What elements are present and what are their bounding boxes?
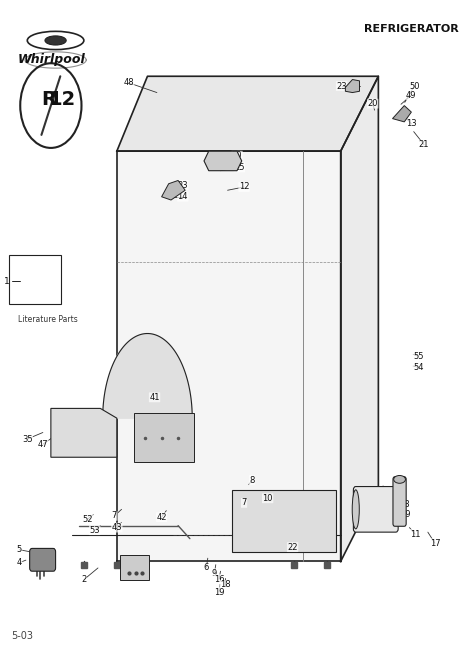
Ellipse shape [352,490,359,529]
Text: 9: 9 [380,490,385,500]
Polygon shape [392,105,411,122]
Text: 19: 19 [214,587,224,596]
Polygon shape [117,77,378,151]
Polygon shape [51,408,117,457]
Text: 7: 7 [241,498,247,508]
Text: 17: 17 [429,539,440,547]
Text: 12: 12 [49,90,76,109]
Bar [232,490,336,552]
Text: Whirlpool: Whirlpool [18,54,86,67]
Text: 54: 54 [413,363,424,372]
Text: 23: 23 [177,181,188,190]
Text: 16: 16 [390,493,400,502]
Text: 16: 16 [214,574,224,583]
Text: 6: 6 [204,564,209,572]
Text: 23: 23 [336,82,347,90]
Text: 19: 19 [401,510,411,519]
Text: 2: 2 [81,575,86,584]
FancyBboxPatch shape [120,555,149,579]
Text: 53: 53 [90,526,100,535]
Ellipse shape [394,475,405,483]
Text: 5: 5 [17,545,22,554]
Polygon shape [162,181,185,200]
Text: 11: 11 [410,530,420,539]
Text: 4: 4 [17,559,22,567]
Text: 55: 55 [413,352,424,361]
Ellipse shape [45,36,66,45]
Text: Literature Parts: Literature Parts [18,315,78,324]
Text: 5-03: 5-03 [11,631,33,641]
FancyBboxPatch shape [393,477,406,526]
Text: REFRIGERATOR: REFRIGERATOR [364,24,458,34]
Text: 7: 7 [112,511,117,521]
Text: 21: 21 [419,140,429,149]
Polygon shape [346,80,359,93]
FancyBboxPatch shape [134,413,194,462]
Text: 14: 14 [178,192,188,201]
Text: 1: 1 [4,277,9,286]
Text: 52: 52 [82,515,93,524]
Text: 8: 8 [249,475,255,485]
Text: 13: 13 [406,119,417,128]
Polygon shape [341,77,378,561]
Text: 48: 48 [123,78,134,87]
Text: 43: 43 [111,523,122,532]
Text: 20: 20 [367,99,378,108]
Text: 15: 15 [234,163,245,172]
Text: 3: 3 [133,573,138,582]
Text: 18: 18 [399,500,410,509]
Text: 10: 10 [263,494,273,503]
Text: 18: 18 [220,580,230,589]
Text: 9: 9 [212,569,217,577]
Text: 42: 42 [156,513,167,522]
Polygon shape [117,151,341,561]
Text: 47: 47 [37,439,48,449]
Polygon shape [204,151,242,171]
Text: 12: 12 [239,182,249,192]
FancyBboxPatch shape [30,549,55,571]
Text: 49: 49 [406,91,417,99]
Text: 22: 22 [287,543,298,551]
FancyBboxPatch shape [354,487,398,532]
Polygon shape [103,334,192,418]
Text: 41: 41 [149,393,160,402]
Text: R: R [41,90,56,109]
Text: 5: 5 [133,564,138,572]
Text: 35: 35 [22,434,33,443]
Text: 50: 50 [232,151,242,160]
Text: 50: 50 [409,82,419,90]
